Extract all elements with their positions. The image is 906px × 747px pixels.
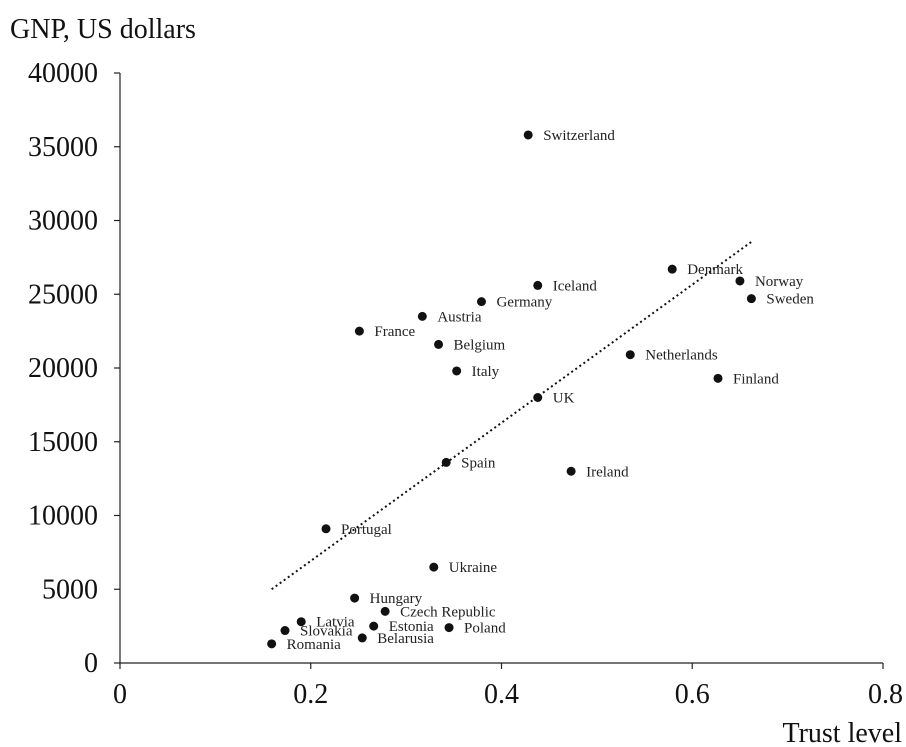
data-point — [357, 633, 367, 643]
y-tick-label: 10000 — [28, 501, 98, 532]
data-point — [417, 311, 427, 321]
data-point — [566, 466, 576, 476]
data-point — [533, 280, 543, 290]
data-point — [452, 366, 462, 376]
y-tick-label: 15000 — [28, 427, 98, 458]
point-label: Latvia — [316, 615, 355, 631]
y-tick-label: 40000 — [28, 58, 98, 89]
point-label: Germany — [496, 295, 552, 311]
point-label: Slovakia — [300, 624, 353, 640]
y-tick-label: 5000 — [42, 574, 98, 605]
data-point — [713, 373, 723, 383]
point-label: UK — [553, 391, 575, 407]
data-point — [354, 326, 364, 336]
y-tick-label: 20000 — [28, 353, 98, 384]
point-label: Sweden — [766, 292, 814, 308]
y-tick-label: 0 — [84, 648, 98, 679]
point-label: Spain — [461, 455, 496, 471]
point-label: Romania — [287, 637, 341, 653]
data-point — [523, 130, 533, 140]
point-label: Czech Republic — [400, 604, 496, 620]
point-label: Poland — [464, 621, 506, 637]
point-label: Switzerland — [543, 128, 615, 144]
point-label: Finland — [733, 371, 779, 387]
x-tick-label: 0.4 — [484, 679, 519, 710]
point-label: Estonia — [389, 619, 434, 635]
point-label: Norway — [755, 274, 804, 290]
data-point — [429, 562, 439, 572]
y-tick-label: 30000 — [28, 206, 98, 237]
point-label: Ukraine — [449, 560, 498, 576]
points-group: Switzerland Denmark Norway Sweden IcelandGer… — [267, 128, 814, 653]
trendline-group — [271, 240, 753, 591]
data-point — [350, 593, 360, 603]
y-tick-label: 35000 — [28, 132, 98, 163]
data-point — [476, 297, 486, 307]
x-tick-label: 0.6 — [675, 679, 710, 710]
data-point — [380, 606, 390, 616]
data-point — [369, 621, 379, 631]
data-point — [280, 626, 290, 636]
data-point — [296, 617, 306, 627]
point-label: Denmark — [687, 262, 743, 278]
data-point — [434, 339, 444, 349]
data-point — [746, 294, 756, 304]
data-point — [267, 639, 277, 649]
point-label: Iceland — [553, 278, 598, 294]
point-label: Austria — [437, 309, 482, 325]
data-point — [533, 393, 543, 402]
point-label: Hungary — [370, 591, 423, 607]
point-label: Netherlands — [645, 348, 718, 364]
data-point — [441, 457, 451, 467]
trend-line — [271, 240, 753, 591]
point-label: Ireland — [586, 464, 629, 480]
axes: 0 5000 10000 15000 20000 25000 30000 35000 40000… — [28, 58, 903, 710]
x-tick-label: 0 — [113, 679, 127, 710]
data-point — [625, 350, 635, 360]
x-tick-label: 0.8 — [868, 679, 903, 710]
data-point — [321, 524, 331, 534]
y-axis-title: GNP, US dollars — [10, 14, 196, 45]
data-point — [444, 623, 454, 633]
point-label: Italy — [472, 364, 500, 380]
point-label: Portugal — [341, 522, 392, 538]
point-label: France — [374, 324, 415, 340]
point-label: Belarusia — [377, 631, 434, 647]
x-axis-title: Trust level — [782, 718, 902, 747]
y-tick-label: 25000 — [28, 279, 98, 310]
x-tick-label: 0.2 — [293, 679, 328, 710]
point-label: Belgium — [454, 337, 506, 353]
data-point — [735, 276, 745, 286]
data-point — [667, 264, 677, 274]
